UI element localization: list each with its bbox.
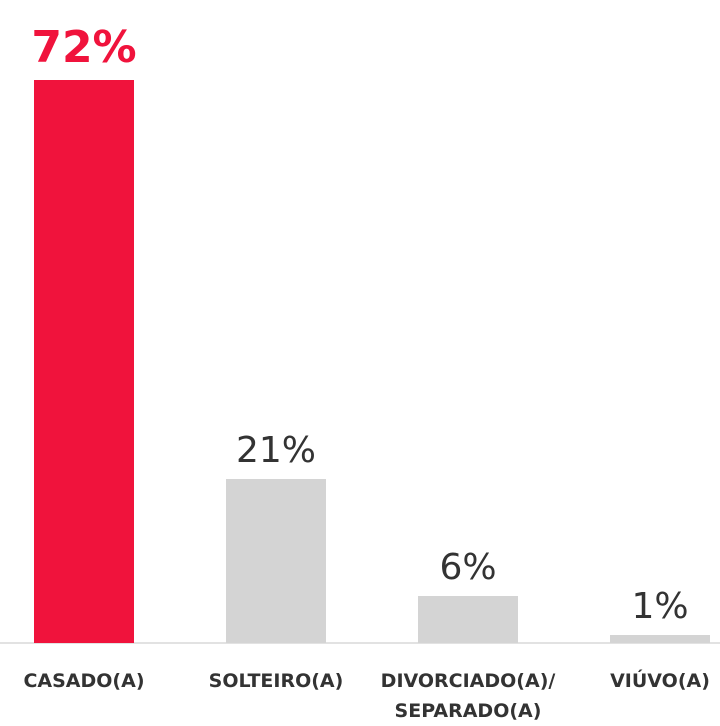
bar (610, 635, 710, 643)
value-label: 72% (31, 22, 137, 73)
value-label: 1% (631, 586, 689, 628)
value-label: 21% (235, 429, 316, 471)
bar (418, 596, 518, 643)
baseline (0, 642, 720, 644)
bar (226, 478, 326, 643)
x-tick-label: SOLTEIRO(A) (208, 670, 344, 692)
x-tick-label: CASADO(A) (23, 670, 145, 692)
x-tick-label: DIVORCIADO(A)/ SEPARADO(A) (380, 670, 556, 722)
value-label: 6% (439, 547, 497, 589)
x-tick-label: VIÚVO(A) (610, 670, 710, 692)
bar (34, 80, 134, 643)
